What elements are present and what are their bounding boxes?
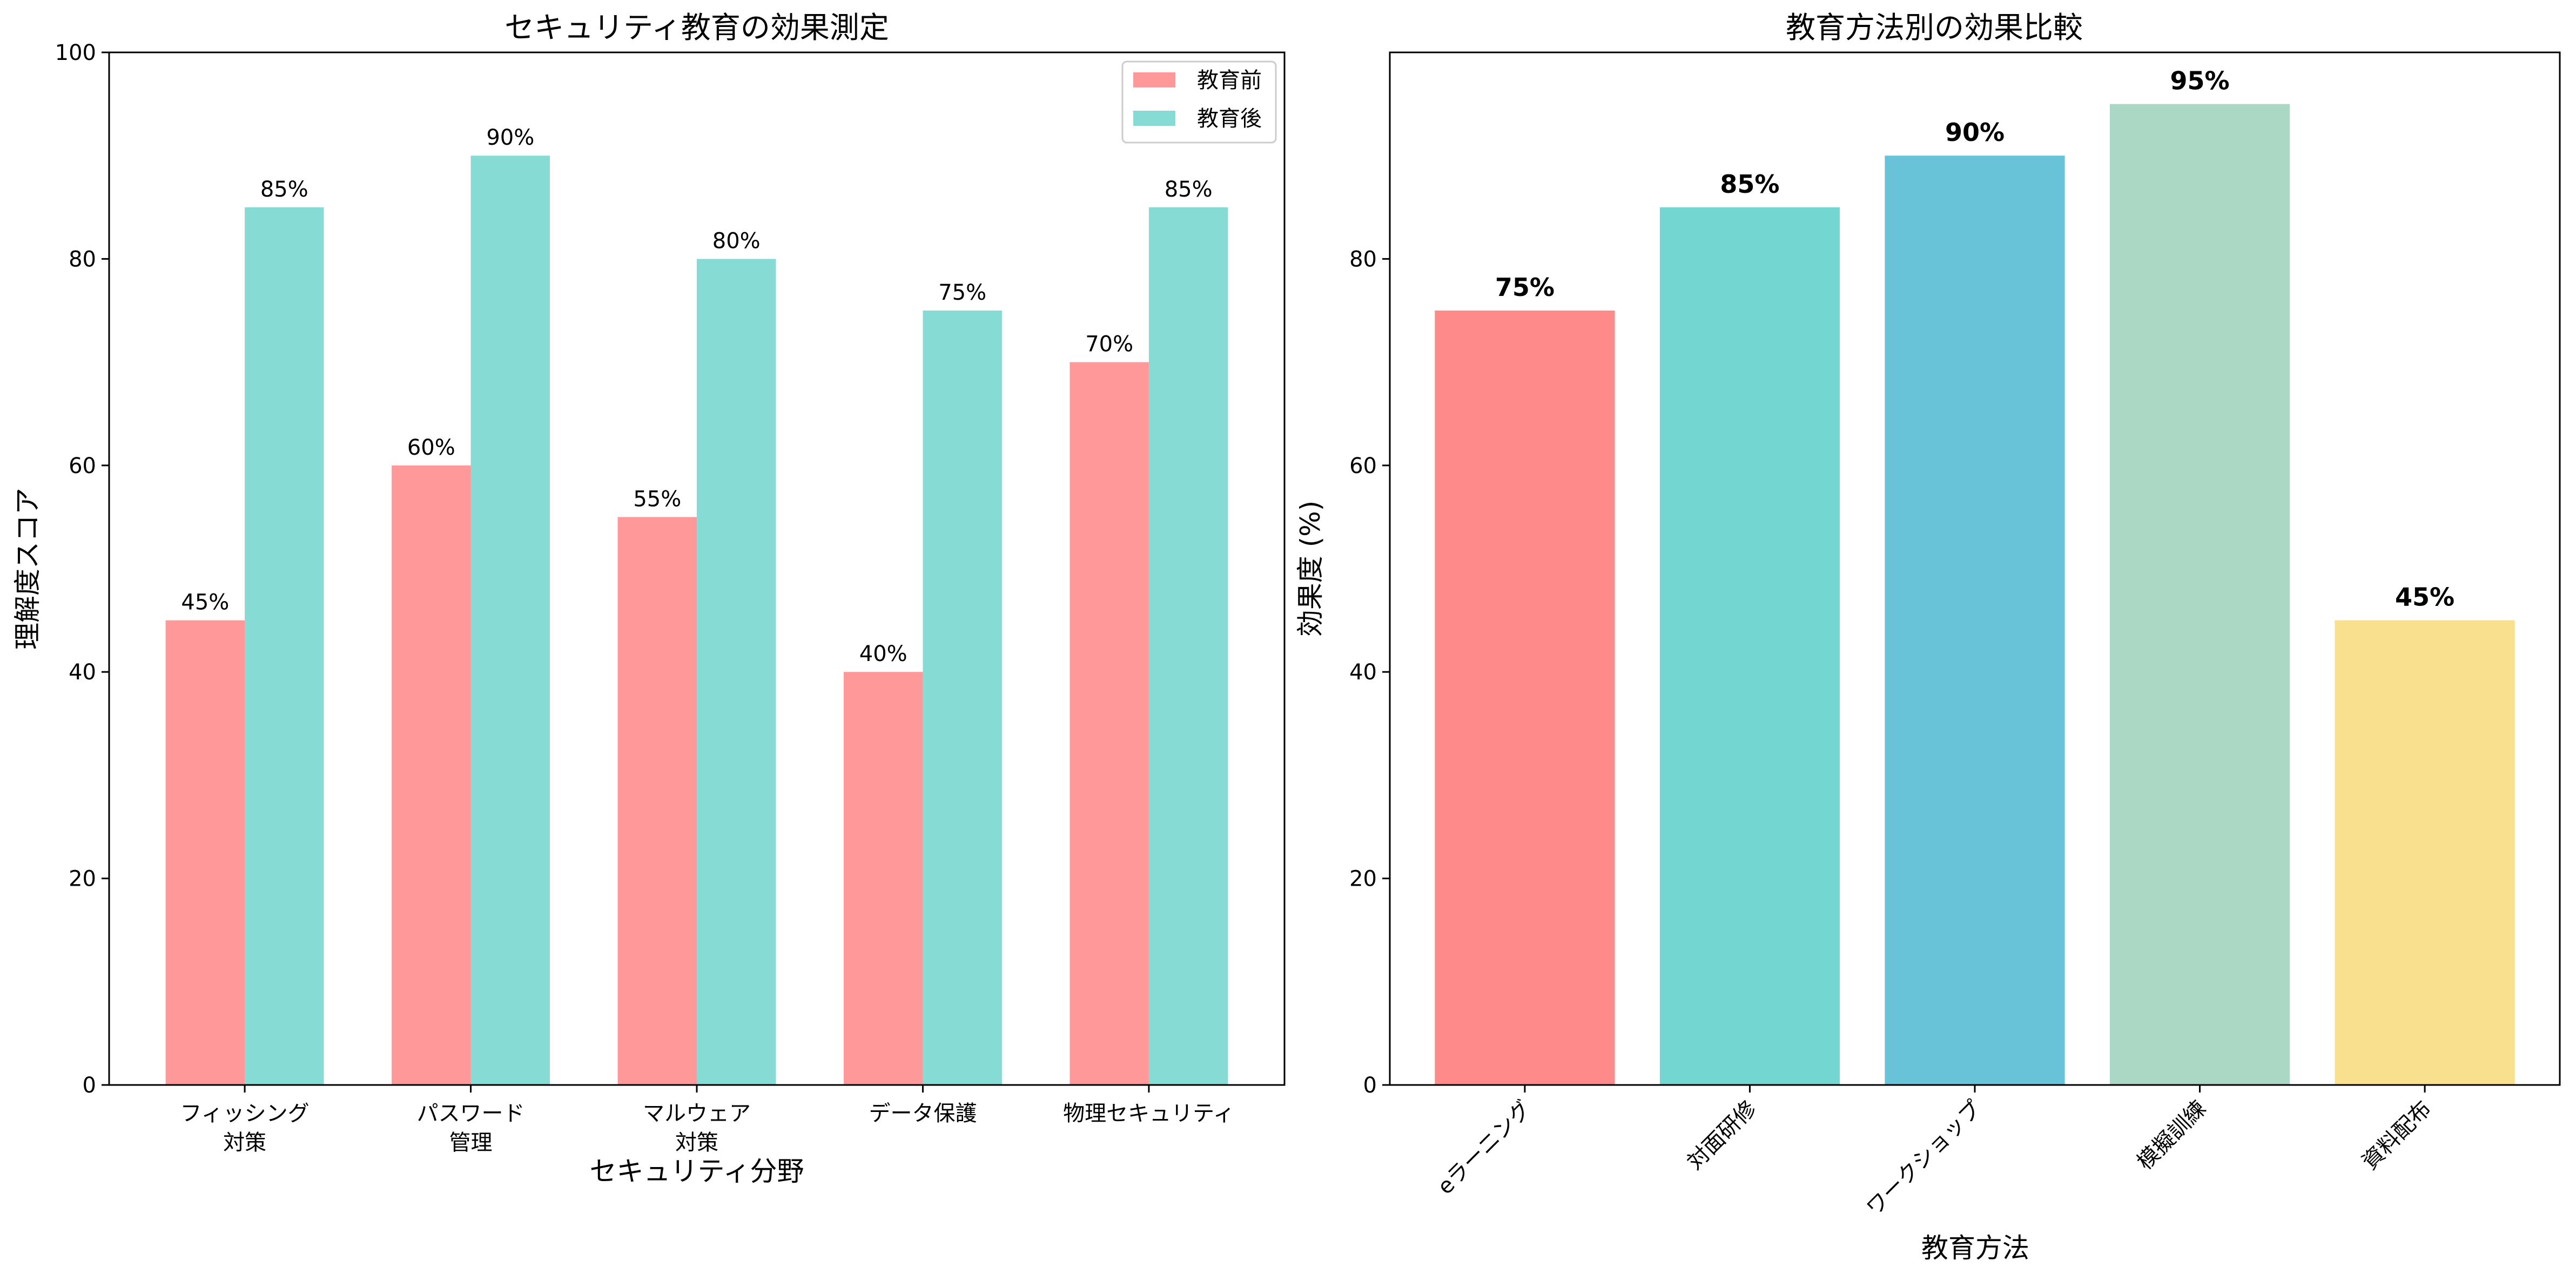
data-label: 85% <box>1720 170 1779 199</box>
data-label: 60% <box>407 435 455 460</box>
data-label: 45% <box>2395 583 2454 612</box>
data-label: 95% <box>2170 66 2229 96</box>
bar <box>1148 207 1228 1085</box>
chart-before-after: セキュリティ教育の効果測定 0 20 40 60 80 100 45% 60% 55% 40% 7… <box>12 10 1286 1187</box>
bar <box>1659 207 1840 1085</box>
y-tick-label: 60 <box>69 454 96 478</box>
legend: 教育前 教育後 <box>1121 60 1277 144</box>
y-axis-label: 効果度 (%) <box>1295 501 1326 637</box>
y-axis: 0 20 40 60 80 <box>1349 247 1390 1098</box>
bar <box>1885 156 2065 1086</box>
data-label: 75% <box>938 280 986 305</box>
bar <box>1435 311 1615 1085</box>
y-tick-label: 100 <box>55 41 96 65</box>
y-tick-label: 20 <box>1349 867 1377 892</box>
data-label: 90% <box>1945 118 2005 147</box>
bar <box>2335 620 2515 1085</box>
y-tick-label: 60 <box>1349 454 1377 478</box>
y-tick-label: 80 <box>1349 247 1377 272</box>
y-axis: 0 20 40 60 80 100 <box>55 41 109 1098</box>
x-tick-label: 物理セキュリティ <box>1063 1101 1235 1126</box>
x-tick-label: フィッシング <box>180 1101 309 1126</box>
y-tick-label: 80 <box>69 247 96 272</box>
x-tick-label: 管理 <box>449 1130 493 1155</box>
y-tick-label: 40 <box>69 660 96 685</box>
chart-title: セキュリティ教育の効果測定 <box>505 10 889 45</box>
bar <box>470 156 550 1086</box>
y-tick-label: 0 <box>83 1073 96 1098</box>
x-axis-label: セキュリティ分野 <box>590 1156 804 1187</box>
bars: 45% 60% 55% 40% 70% 85% 90% 80% 75% 85% <box>165 125 1228 1086</box>
legend-swatch-after <box>1133 111 1175 126</box>
axes-frame <box>108 51 1286 1086</box>
x-tick-label: データ保護 <box>869 1101 977 1126</box>
y-axis-label: 理解度スコア <box>12 488 43 650</box>
x-axis-label: 教育方法 <box>1921 1232 2029 1264</box>
bar <box>844 672 923 1085</box>
legend-label-before: 教育前 <box>1197 68 1262 93</box>
bar <box>245 207 324 1085</box>
bar <box>923 311 1002 1085</box>
legend-swatch-before <box>1133 72 1175 87</box>
data-label: 80% <box>712 228 761 253</box>
bars: 75% 85% 90% 95% 45% <box>1435 66 2515 1086</box>
x-tick-label: パスワード <box>417 1101 525 1126</box>
bar <box>165 620 245 1085</box>
chart-title: 教育方法別の効果比較 <box>1786 10 2083 45</box>
x-tick-label: マルウェア <box>643 1101 751 1126</box>
y-tick-label: 40 <box>1349 660 1377 685</box>
legend-label-after: 教育後 <box>1197 106 1262 131</box>
y-tick-label: 20 <box>69 867 96 892</box>
data-label: 40% <box>859 642 907 666</box>
data-label: 90% <box>486 125 534 150</box>
x-tick-label: 対策 <box>223 1130 266 1155</box>
data-label: 75% <box>1495 273 1555 302</box>
bar <box>2109 104 2290 1086</box>
axes-frame <box>1389 51 2561 1086</box>
data-label: 55% <box>633 487 681 511</box>
data-label: 70% <box>1085 332 1133 357</box>
data-label: 85% <box>1165 177 1213 202</box>
bar <box>1070 362 1149 1085</box>
y-tick-label: 0 <box>1363 1073 1377 1098</box>
data-label: 85% <box>260 177 308 202</box>
bar <box>617 517 697 1085</box>
data-label: 45% <box>181 590 229 615</box>
bar <box>392 465 471 1085</box>
bar <box>697 259 776 1085</box>
x-tick-label: 対策 <box>675 1130 718 1155</box>
